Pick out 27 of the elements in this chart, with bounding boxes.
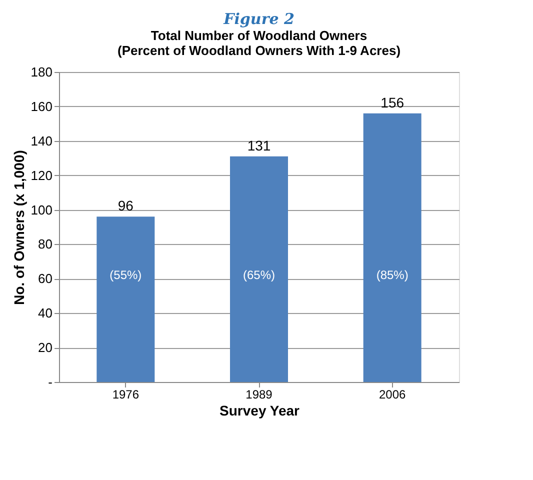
y-tick-label: 180 (30, 64, 52, 80)
y-tick-label: 120 (30, 168, 52, 183)
x-tick-label: 1989 (246, 388, 273, 402)
y-tick-label: 80 (38, 236, 52, 252)
chart-title: Figure 2 (222, 10, 294, 28)
y-tick-label: 140 (30, 133, 52, 148)
annotation: (85%) (376, 268, 408, 282)
y-tick-label: 100 (30, 202, 52, 218)
y-tick-label: 60 (38, 271, 52, 286)
y-tick-label: - (48, 374, 52, 390)
y-axis-title: No. of Owners (x 1,000) (10, 150, 27, 305)
bar (96, 216, 155, 382)
data-label: 131 (247, 137, 271, 154)
data-label: 156 (380, 94, 404, 110)
x-axis-title: Survey Year (220, 402, 300, 418)
annotation: (55%) (110, 268, 142, 282)
y-tick-label: 20 (38, 340, 52, 356)
x-tick-label: 1976 (112, 388, 140, 402)
chart-subtitle: Total Number of Woodland Owners (150, 28, 368, 43)
x-tick-label: 2006 (378, 388, 406, 402)
text: (Percent of Woodland Owners With 1-9 Acres) (117, 43, 401, 58)
data-label: 96 (118, 198, 134, 214)
bar (363, 113, 422, 382)
y-tick-label: 40 (38, 306, 52, 321)
bar (230, 156, 288, 382)
annotation: (65%) (242, 268, 276, 282)
y-tick-label: 160 (30, 98, 52, 114)
